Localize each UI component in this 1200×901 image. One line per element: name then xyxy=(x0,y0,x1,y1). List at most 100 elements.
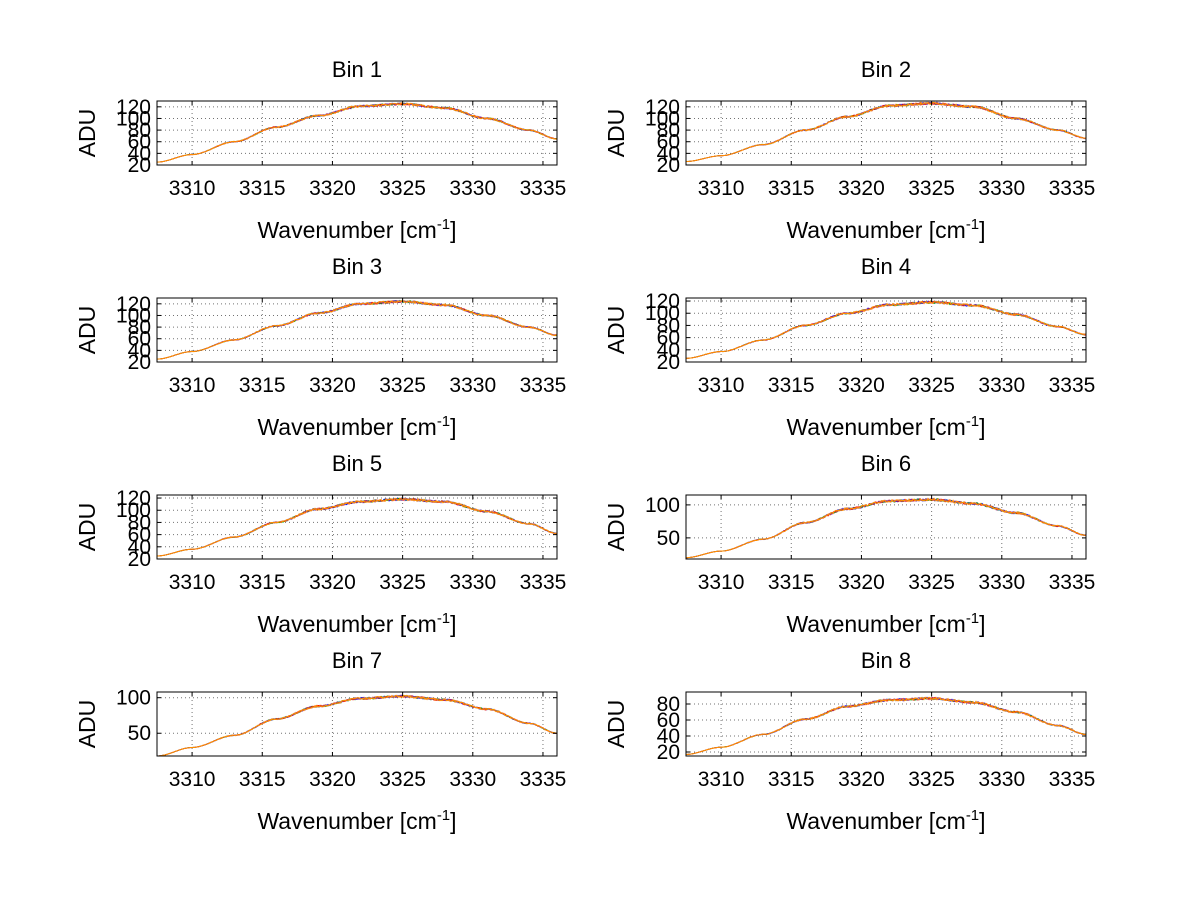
axes-box xyxy=(685,297,1087,363)
subplot-title: Bin 4 xyxy=(861,254,911,279)
x-tick-label: 3330 xyxy=(978,571,1025,594)
y-tick-label: 60 xyxy=(128,328,151,351)
y-tick-label: 40 xyxy=(128,536,151,559)
y-tick-label: 50 xyxy=(128,722,151,745)
spectrum-line xyxy=(686,497,1086,559)
y-tick-label: 80 xyxy=(128,119,151,142)
x-tick-label: 3335 xyxy=(520,374,567,397)
y-tick-label: 120 xyxy=(645,290,680,313)
x-tick-label: 3325 xyxy=(908,571,955,594)
x-tick-label: 3310 xyxy=(169,177,216,200)
x-axis-label: Wavenumber [cm-1] xyxy=(257,807,456,834)
x-tick-label: 3310 xyxy=(698,768,745,791)
x-tick-label: 3325 xyxy=(379,768,426,791)
spectrum-line xyxy=(686,696,1086,755)
x-tick-label: 3320 xyxy=(838,571,885,594)
y-tick-label: 40 xyxy=(657,142,680,165)
y-tick-label: 80 xyxy=(657,314,680,337)
x-tick-label: 3320 xyxy=(838,768,885,791)
spectrum-line xyxy=(686,696,1086,755)
y-tick-label: 80 xyxy=(128,316,151,339)
y-tick-label: 100 xyxy=(116,304,151,327)
x-tick-label: 3315 xyxy=(239,374,286,397)
axes-box xyxy=(685,691,1087,757)
spectrum-line xyxy=(157,694,557,756)
y-axis-label: ADU xyxy=(74,306,100,355)
spectrum-line xyxy=(686,696,1086,755)
y-tick-label: 80 xyxy=(657,693,680,716)
y-axis-label: ADU xyxy=(603,503,629,552)
spectrum-line xyxy=(686,101,1086,163)
x-tick-label: 3310 xyxy=(169,374,216,397)
spectrum-line xyxy=(686,696,1086,755)
spectrum-line xyxy=(157,695,557,756)
x-tick-label: 3315 xyxy=(239,177,286,200)
y-tick-label: 20 xyxy=(128,351,151,374)
x-tick-label: 3320 xyxy=(309,571,356,594)
x-tick-label: 3320 xyxy=(309,374,356,397)
x-axis-label: Wavenumber [cm-1] xyxy=(786,610,985,637)
spectrum-line xyxy=(157,497,557,557)
x-tick-label: 3330 xyxy=(978,177,1025,200)
spectrum-line xyxy=(157,694,557,756)
x-tick-label: 3310 xyxy=(698,571,745,594)
subplot-title: Bin 7 xyxy=(332,648,382,673)
y-tick-label: 100 xyxy=(645,302,680,325)
y-tick-label: 100 xyxy=(645,107,680,130)
x-tick-label: 3335 xyxy=(1049,374,1096,397)
x-tick-label: 3315 xyxy=(768,571,815,594)
x-tick-label: 3320 xyxy=(838,177,885,200)
y-tick-label: 40 xyxy=(657,339,680,362)
x-tick-label: 3335 xyxy=(520,177,567,200)
axes-box xyxy=(156,494,558,560)
x-tick-label: 3310 xyxy=(169,768,216,791)
axes-box xyxy=(156,691,558,757)
subplot-title: Bin 6 xyxy=(861,451,911,476)
spectrum-line xyxy=(157,102,557,163)
subplot-7: 3310 3315 3320 3325 3330 3335 50 100 Bin 7 Wavenu… xyxy=(74,648,566,834)
y-tick-label: 40 xyxy=(128,142,151,165)
y-tick-label: 80 xyxy=(128,511,151,534)
spectrum-line xyxy=(157,694,557,756)
spectrum-line xyxy=(157,299,557,360)
y-axis-label: ADU xyxy=(603,109,629,158)
x-tick-label: 3320 xyxy=(309,177,356,200)
x-tick-label: 3325 xyxy=(379,374,426,397)
x-axis-label: Wavenumber [cm-1] xyxy=(786,413,985,440)
y-axis-label: ADU xyxy=(74,503,100,552)
x-tick-label: 3325 xyxy=(379,177,426,200)
x-tick-label: 3315 xyxy=(768,374,815,397)
y-axis-label: ADU xyxy=(74,700,100,749)
y-axis-label: ADU xyxy=(603,306,629,355)
x-tick-label: 3315 xyxy=(768,768,815,791)
y-tick-label: 80 xyxy=(657,119,680,142)
axes-box xyxy=(156,297,558,363)
x-tick-label: 3335 xyxy=(1049,177,1096,200)
spectrum-line xyxy=(686,497,1086,559)
x-axis-label: Wavenumber [cm-1] xyxy=(257,413,456,440)
spectrum-line xyxy=(686,497,1086,559)
spectrum-line xyxy=(157,497,557,557)
y-tick-label: 60 xyxy=(657,709,680,732)
y-tick-label: 50 xyxy=(657,527,680,550)
x-tick-label: 3310 xyxy=(169,571,216,594)
subplot-title: Bin 1 xyxy=(332,57,382,82)
y-axis-label: ADU xyxy=(603,700,629,749)
x-tick-label: 3330 xyxy=(449,177,496,200)
x-axis-label: Wavenumber [cm-1] xyxy=(786,807,985,834)
axes-box xyxy=(685,100,1087,166)
x-tick-label: 3325 xyxy=(908,768,955,791)
x-tick-label: 3330 xyxy=(978,768,1025,791)
y-tick-label: 20 xyxy=(657,154,680,177)
x-tick-label: 3330 xyxy=(449,571,496,594)
x-axis-label: Wavenumber [cm-1] xyxy=(257,216,456,243)
spectrum-line xyxy=(686,101,1086,162)
subplot-title: Bin 5 xyxy=(332,451,382,476)
y-axis-label: ADU xyxy=(74,109,100,158)
x-tick-label: 3325 xyxy=(908,374,955,397)
spectrum-line xyxy=(686,101,1086,162)
